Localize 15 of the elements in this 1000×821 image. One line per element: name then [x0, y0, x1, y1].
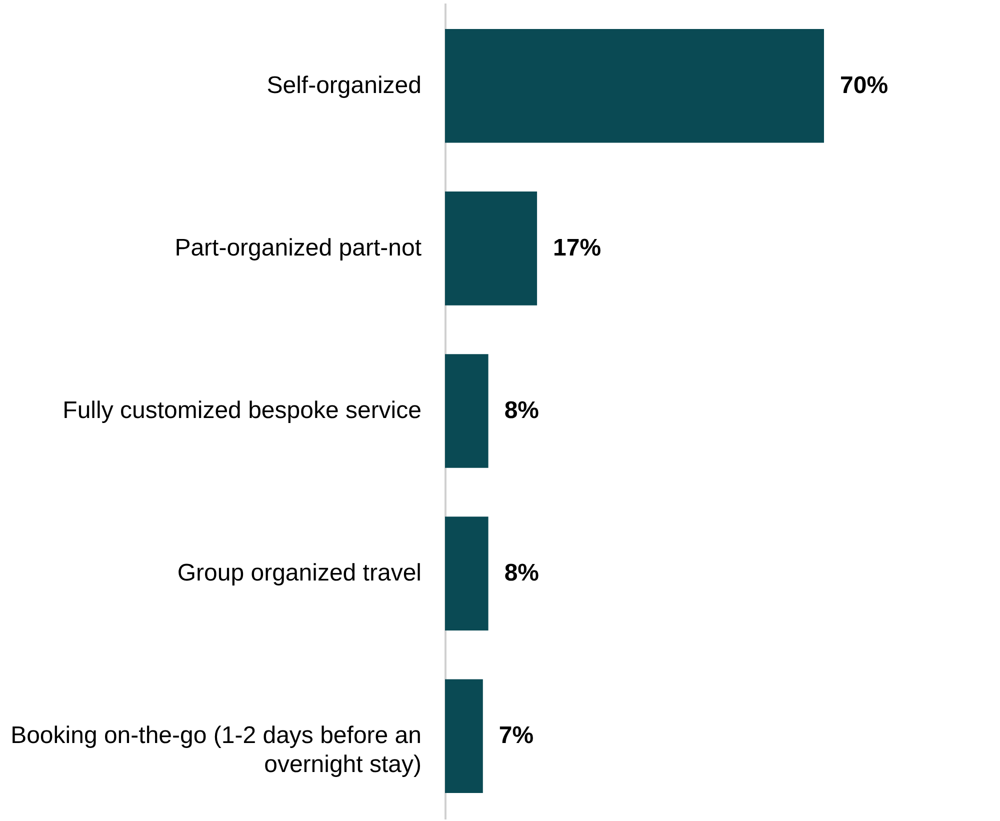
y-tick-label: Booking on-the-go (1-2 days before an overnight stay)	[10, 722, 422, 778]
bar	[445, 354, 488, 468]
y-tick-label: Group organized travel	[177, 560, 422, 587]
bar	[445, 29, 824, 143]
bar	[445, 192, 538, 306]
bar	[445, 679, 483, 793]
bar	[445, 516, 488, 630]
data-label: 70%	[840, 72, 888, 99]
data-label: 8%	[504, 397, 539, 424]
data-label: 7%	[498, 722, 534, 750]
y-tick-label: Fully customized bespoke service	[62, 397, 422, 424]
data-label: 17%	[553, 234, 602, 262]
y-tick-label: Part-organized part-not	[174, 234, 422, 262]
y-tick-label: Self-organized	[266, 72, 422, 99]
data-label: 8%	[504, 560, 539, 587]
